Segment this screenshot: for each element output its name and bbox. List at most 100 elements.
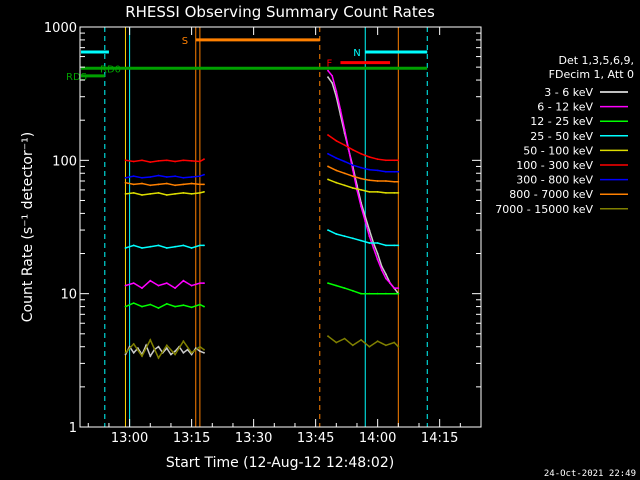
series-point-4-0-9 <box>199 192 201 194</box>
series-point-8-0-5 <box>165 344 168 347</box>
y-axis-label: Count Rate (s⁻¹ detector⁻¹) <box>20 132 36 322</box>
series-point-1-0-8 <box>190 284 193 287</box>
legend: Det 1,3,5,6,9, FDecim 1, Att 0 3 - 6 keV… <box>495 54 634 216</box>
series-point-4-0-5 <box>165 194 168 196</box>
series-point-7-0-4 <box>157 183 160 186</box>
series-point-6-1-1 <box>335 157 338 160</box>
series-point-6-0-6 <box>174 175 177 178</box>
series-point-1-1-15 <box>389 282 391 284</box>
series-point-1-1-16 <box>393 287 396 289</box>
series-point-5-0-9 <box>199 160 201 163</box>
series-point-5-1-5 <box>368 156 371 158</box>
timestamp: 24-Oct-2021 22:49 <box>544 469 636 479</box>
series-point-2-0-10 <box>203 305 205 308</box>
series-point-8-1-8 <box>393 341 396 344</box>
series-point-0-1-10 <box>368 229 371 232</box>
series-point-1-1-10 <box>368 235 371 238</box>
series-point-0-1-14 <box>385 273 387 276</box>
series-point-7-1-1 <box>335 169 338 172</box>
series-point-3-1-1 <box>335 233 338 235</box>
series-point-2-1-1 <box>335 284 338 287</box>
series-point-3-0-4 <box>157 244 160 247</box>
legend-label-7: 800 - 7000 keV <box>509 188 593 201</box>
series-point-2-1-9 <box>397 292 400 295</box>
series-point-4-0-0 <box>124 193 127 195</box>
series-point-3-0-7 <box>182 244 185 247</box>
series-point-7-0-10 <box>203 183 205 186</box>
series-point-8-0-1 <box>132 343 135 345</box>
series-point-7-1-3 <box>351 175 354 178</box>
series-point-7-0-0 <box>124 181 127 184</box>
status-bar-label-rd0: RD0 <box>100 64 121 75</box>
series-point-4-1-4 <box>360 189 362 191</box>
series-point-6-1-6 <box>376 169 379 172</box>
series-point-5-0-8 <box>190 160 193 162</box>
series-point-1-0-10 <box>203 282 205 284</box>
series-point-7-0-1 <box>132 183 135 186</box>
legend-label-3: 25 - 50 keV <box>530 130 593 143</box>
series-point-8-0-3 <box>149 339 152 341</box>
series-point-7-1-5 <box>368 179 371 182</box>
series-point-6-0-0 <box>124 176 127 179</box>
y-tick-label-2: 100 <box>52 154 77 169</box>
series-line-3-segment-1 <box>327 229 399 247</box>
series-point-1-0-7 <box>182 279 185 282</box>
series-point-2-1-2 <box>343 287 346 289</box>
series-point-6-1-3 <box>351 164 354 167</box>
series-point-2-0-7 <box>182 304 185 307</box>
plot-area: N S F RD0 RDS <box>66 27 428 427</box>
series-point-4-1-8 <box>393 192 396 194</box>
series-point-5-0-10 <box>203 158 205 161</box>
series-point-2-0-3 <box>149 303 152 306</box>
legend-label-4: 50 - 100 keV <box>523 144 593 157</box>
series-point-2-0-5 <box>165 302 168 305</box>
legend-label-6: 300 - 800 keV <box>516 174 593 187</box>
series-point-8-1-6 <box>376 340 379 343</box>
series-point-8-0-0 <box>124 351 127 354</box>
y-tick-label-0: 1 <box>69 421 77 436</box>
series-point-2-0-1 <box>132 302 135 304</box>
series-point-8-1-4 <box>360 339 362 341</box>
series-line-1-segment-1 <box>327 70 399 289</box>
series-point-2-0-2 <box>141 305 143 308</box>
series-point-6-0-10 <box>203 173 205 176</box>
legend-label-8: 7000 - 15000 keV <box>495 203 593 216</box>
series-point-1-0-5 <box>165 282 168 284</box>
status-bar-label-n: N <box>353 48 360 59</box>
series-point-5-0-4 <box>157 160 160 162</box>
series-point-3-1-9 <box>397 244 400 247</box>
series-point-5-1-9 <box>397 159 400 162</box>
series-point-0-1-13 <box>380 265 383 268</box>
series-point-6-0-2 <box>141 176 143 179</box>
series-point-2-1-3 <box>351 289 354 292</box>
series-point-8-1-7 <box>385 344 387 347</box>
legend-label-2: 12 - 25 keV <box>530 115 593 128</box>
series-point-1-1-12 <box>376 258 379 261</box>
series-point-3-0-10 <box>203 244 205 247</box>
legend-label-0: 3 - 6 keV <box>544 86 593 99</box>
series-line-8-segment-1 <box>327 335 399 348</box>
series-line-4-segment-1 <box>327 178 399 194</box>
series-point-6-1-8 <box>393 170 396 173</box>
series-point-1-1-1 <box>331 75 334 77</box>
series-point-0-0-14 <box>182 351 185 354</box>
plot-frame <box>79 26 482 428</box>
series-point-3-0-2 <box>141 247 143 249</box>
series-point-3-0-6 <box>174 245 177 248</box>
series-point-7-0-7 <box>182 183 185 186</box>
chart-title: RHESSI Observing Summary Count Rates <box>125 3 435 21</box>
series-point-0-1-0 <box>327 76 329 79</box>
series-point-4-0-8 <box>190 193 193 195</box>
series-point-7-0-9 <box>199 183 201 186</box>
series-point-8-0-8 <box>190 351 193 354</box>
series-point-4-0-6 <box>174 193 177 195</box>
series-point-7-1-9 <box>397 180 400 183</box>
series-point-6-1-0 <box>327 152 329 155</box>
series-point-2-0-8 <box>190 306 193 309</box>
series-point-7-0-8 <box>190 182 193 185</box>
series-point-7-1-7 <box>385 180 387 182</box>
x-tick-label-3: 13:45 <box>297 431 334 446</box>
series-point-2-1-7 <box>385 292 387 295</box>
series-point-1-1-4 <box>343 128 346 131</box>
